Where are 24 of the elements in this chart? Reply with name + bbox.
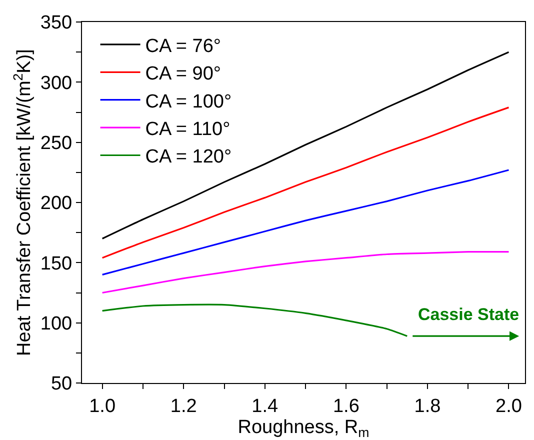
y-tick-label: 150: [40, 253, 72, 274]
y-tick-label: 200: [40, 193, 72, 214]
line-series: [102, 250, 510, 294]
legend-label: CA = 100°: [145, 91, 232, 112]
y-tick-label: 50: [50, 374, 72, 395]
x-tick-label: 1.0: [89, 396, 116, 417]
x-tick-label: 2.0: [496, 396, 522, 417]
x-tick-label: 1.6: [332, 396, 360, 417]
x-tick-label: 1.2: [170, 396, 197, 417]
y-tick-label: 350: [40, 12, 72, 34]
line-series: [102, 106, 510, 259]
y-tick-label: 100: [40, 313, 72, 334]
line-series: [102, 51, 510, 240]
legend-label: CA = 110°: [145, 118, 230, 140]
legend-label: CA = 90°: [145, 64, 222, 85]
annotation: Cassie State: [418, 305, 520, 324]
x-tick-label: 1.8: [414, 396, 441, 417]
legend-label: CA = 120°: [145, 146, 232, 168]
x-tick-label: 1.4: [252, 396, 279, 417]
line-series: [102, 169, 510, 276]
x-axis-title: Roughness, R$_{m}$: [238, 416, 370, 440]
y-tick-label: 250: [40, 132, 72, 154]
y-tick-label: 300: [40, 72, 72, 94]
legend-label: CA = 76°: [145, 36, 222, 57]
